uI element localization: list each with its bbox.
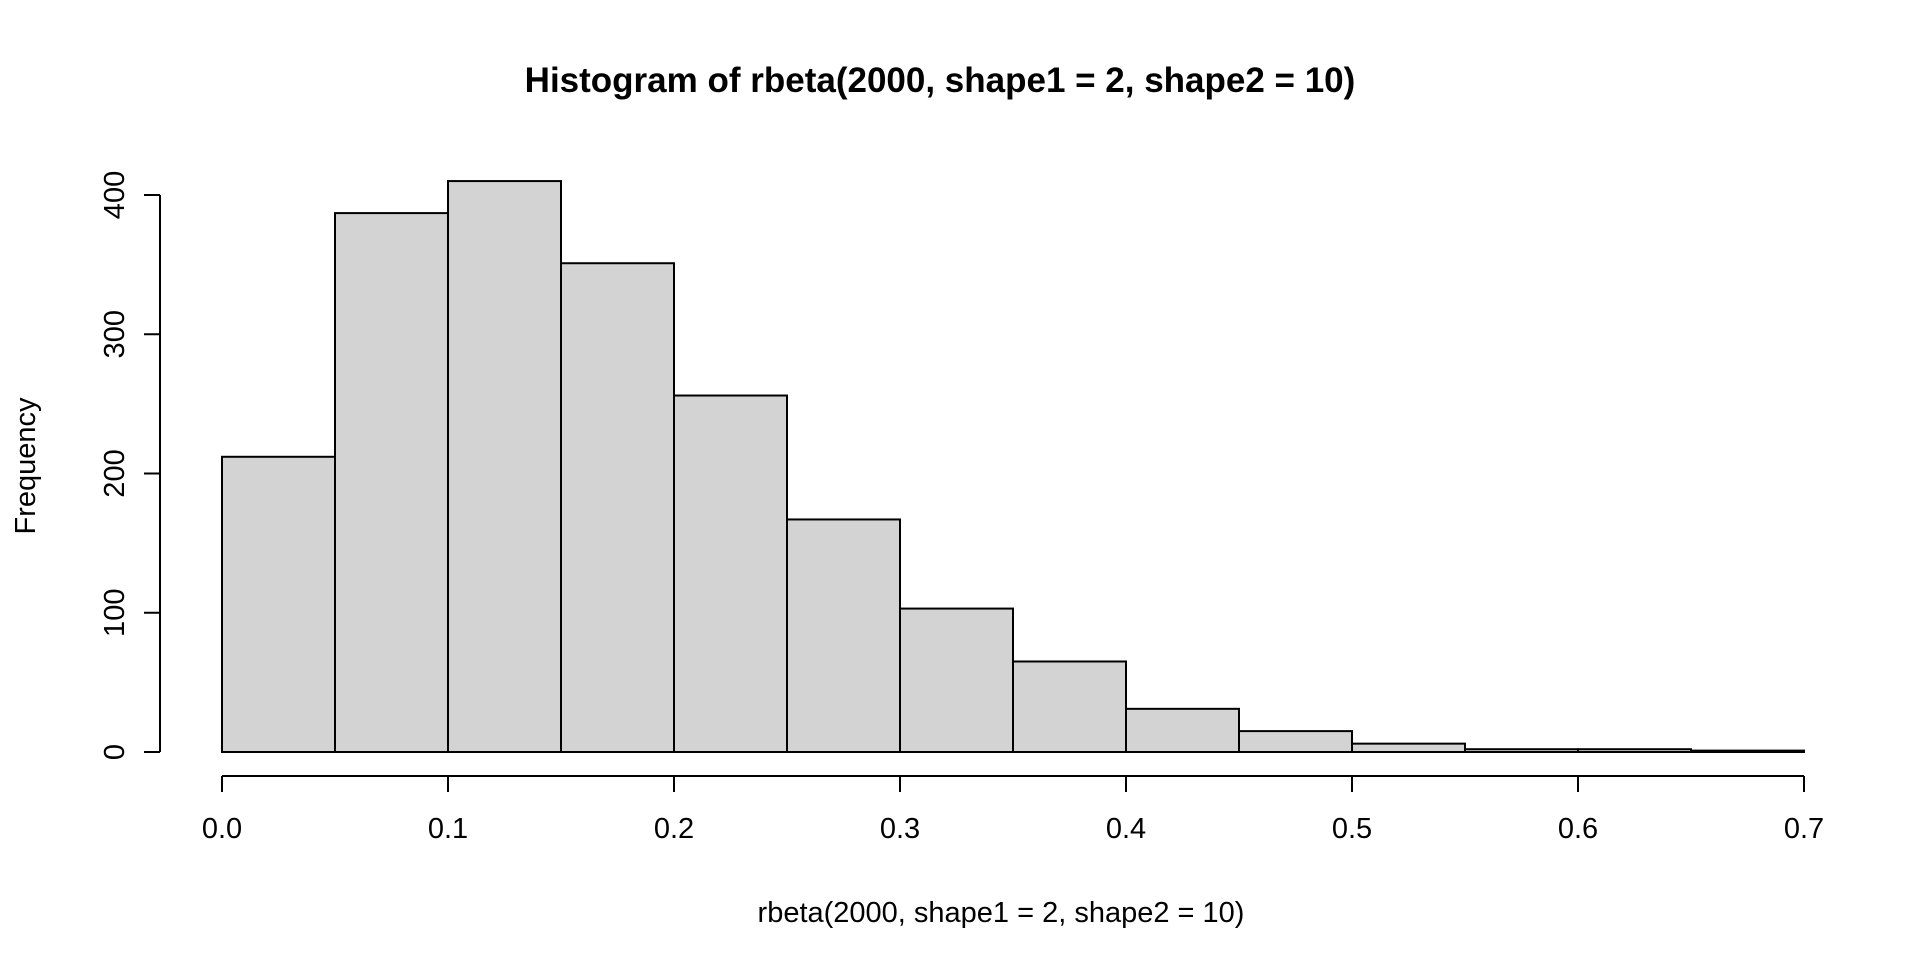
x-tick-label-7: 0.7	[1784, 813, 1824, 845]
chart-title: Histogram of rbeta(2000, shape1 = 2, sha…	[525, 61, 1356, 100]
y-tick-label-1: 100	[99, 589, 131, 637]
y-axis-label: Frequency	[10, 397, 42, 535]
x-tick-label-2: 0.2	[654, 813, 694, 845]
histogram-bar-8	[1012, 660, 1127, 753]
bars-group	[221, 180, 1805, 754]
x-axis: 0.0 0.1 0.2 0.3 0.4 0.5 0.6 0.7	[202, 775, 1824, 845]
histogram-bar-4	[560, 262, 675, 753]
histogram-bar-1	[221, 455, 336, 753]
y-tick-label-2: 200	[99, 449, 131, 497]
y-tick-label-0: 0	[99, 744, 131, 760]
x-axis-label: rbeta(2000, shape1 = 2, shape2 = 10)	[758, 897, 1245, 929]
x-tick-label-3: 0.3	[880, 813, 920, 845]
histogram-bar-3	[447, 180, 562, 753]
histogram-bar-5	[673, 394, 788, 753]
histogram-bar-2	[334, 212, 449, 754]
x-tick-label-5: 0.5	[1332, 813, 1372, 845]
y-tick-label-4: 400	[99, 171, 131, 219]
histogram-bar-6	[786, 518, 901, 754]
histogram-bar-10	[1238, 730, 1353, 753]
x-tick-label-4: 0.4	[1106, 813, 1146, 845]
y-tick-label-3: 300	[99, 310, 131, 358]
histogram-bar-14	[1690, 749, 1805, 753]
x-tick-label-1: 0.1	[428, 813, 468, 845]
histogram-bar-13	[1577, 748, 1692, 754]
x-tick-label-0: 0.0	[202, 813, 242, 845]
x-tick-label-6: 0.6	[1558, 813, 1598, 845]
y-axis: 0 100 200 300 400	[99, 171, 161, 760]
histogram-bar-11	[1351, 742, 1466, 754]
histogram-bar-7	[899, 607, 1014, 754]
histogram-bar-9	[1125, 707, 1240, 754]
histogram-bar-12	[1464, 748, 1579, 754]
